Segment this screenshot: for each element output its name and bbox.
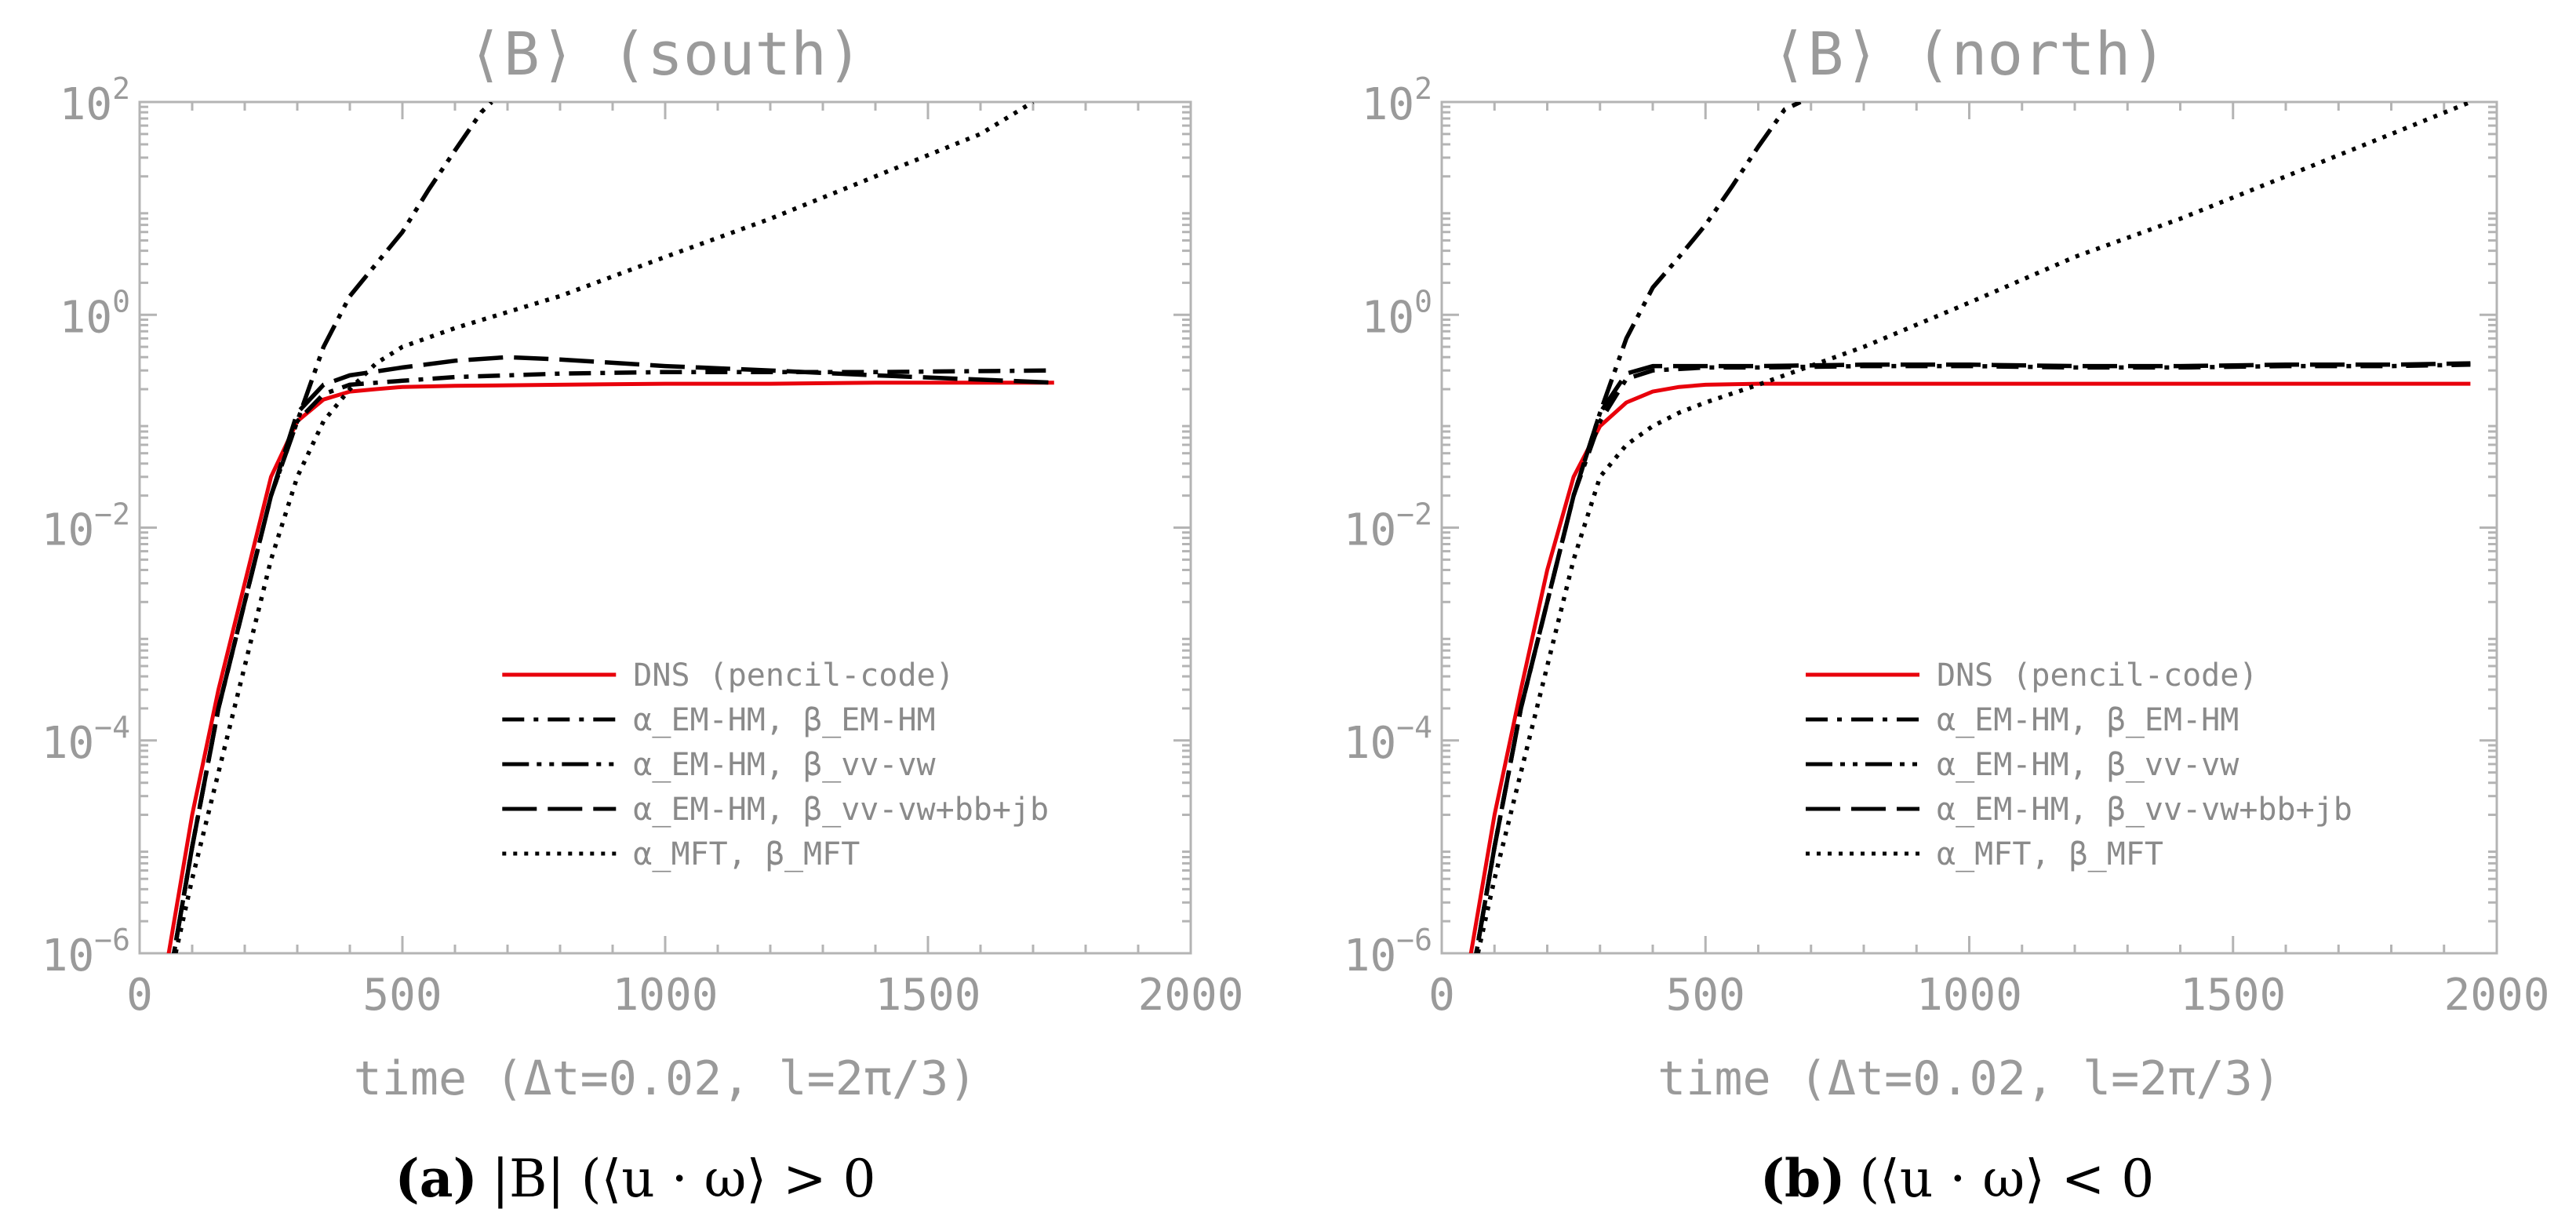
series-line: [171, 368, 1054, 953]
series-line: [1474, 362, 2471, 953]
series-group: [166, 102, 1054, 953]
x-tick-label: 1500: [2180, 970, 2286, 1021]
x-tick-label: 0: [126, 970, 153, 1021]
series-group: [1468, 102, 2472, 953]
series-line: [1475, 102, 2472, 953]
series-line: [166, 381, 1054, 953]
y-tick-label: 100: [1362, 284, 1432, 343]
chart-title: ⟨B⟩ (south): [468, 19, 862, 89]
x-tick-label: 2000: [1138, 970, 1244, 1021]
series-line: [1468, 381, 2471, 953]
legend: DNS (pencil-code) α_EM-HM, β_EM-HM α_EM-HM…: [1806, 657, 2352, 872]
chart-panel-north: ⟨B⟩ (north) 0 500 1000 1500 2000 10−6 10−4 10−2 1…: [1344, 19, 2550, 1209]
y-tick-label: 10−2: [1344, 497, 1432, 556]
series-line: [1474, 361, 2471, 953]
y-tick-label: 10−2: [42, 497, 130, 556]
y-tick-label: 102: [1362, 71, 1432, 130]
y-tick-label: 102: [60, 71, 130, 130]
y-tick-label: 10−4: [1344, 710, 1432, 769]
y-tick-label: 10−4: [42, 710, 130, 769]
legend-label: DNS (pencil-code): [1937, 657, 2258, 694]
x-tick-label: 1000: [613, 970, 719, 1021]
legend-label: α_EM-HM, β_vv-vw: [1937, 747, 2239, 783]
y-tick-label: 10−6: [42, 923, 130, 981]
legend-label: α_EM-HM, β_vv-vw+bb+jb: [1937, 792, 2352, 828]
series-line: [1474, 102, 1802, 953]
legend-label: α_MFT, β_MFT: [633, 836, 860, 872]
x-tick-label: 500: [1666, 970, 1745, 1021]
caption: (a) |B| (⟨u · ω⟩ > 0: [395, 1148, 876, 1209]
x-tick-label: 1000: [1916, 970, 2022, 1021]
legend-label: α_EM-HM, β_EM-HM: [1937, 702, 2239, 738]
legend-label: DNS (pencil-code): [633, 657, 954, 694]
legend-label: α_MFT, β_MFT: [1937, 836, 2163, 872]
x-axis-label: time (Δt=0.02, l=2π/3): [1657, 1051, 2281, 1106]
x-tick-label: 0: [1428, 970, 1455, 1021]
series-line: [171, 102, 493, 953]
y-tick-label: 100: [60, 284, 130, 343]
x-tick-label: 1500: [875, 970, 981, 1021]
series-line: [173, 102, 1035, 953]
y-tick-label: 10−6: [1344, 923, 1432, 981]
legend-label: α_EM-HM, β_EM-HM: [633, 702, 935, 738]
series-line: [171, 355, 1054, 953]
caption: (b) (⟨u · ω⟩ < 0: [1760, 1148, 2154, 1209]
chart-panel-south: ⟨B⟩ (south) 0 500 1000 1500 2000 10−6 10−4 10−2 1…: [42, 19, 1244, 1209]
legend-label: α_EM-HM, β_vv-vw+bb+jb: [633, 792, 1049, 828]
x-tick-label: 2000: [2444, 970, 2550, 1021]
legend-label: α_EM-HM, β_vv-vw: [633, 747, 936, 783]
legend: DNS (pencil-code) α_EM-HM, β_EM-HM α_EM-HM…: [502, 657, 1049, 872]
chart-title: ⟨B⟩ (north): [1772, 19, 2167, 89]
x-axis-label: time (Δt=0.02, l=2π/3): [354, 1051, 977, 1106]
x-tick-label: 500: [362, 970, 442, 1021]
